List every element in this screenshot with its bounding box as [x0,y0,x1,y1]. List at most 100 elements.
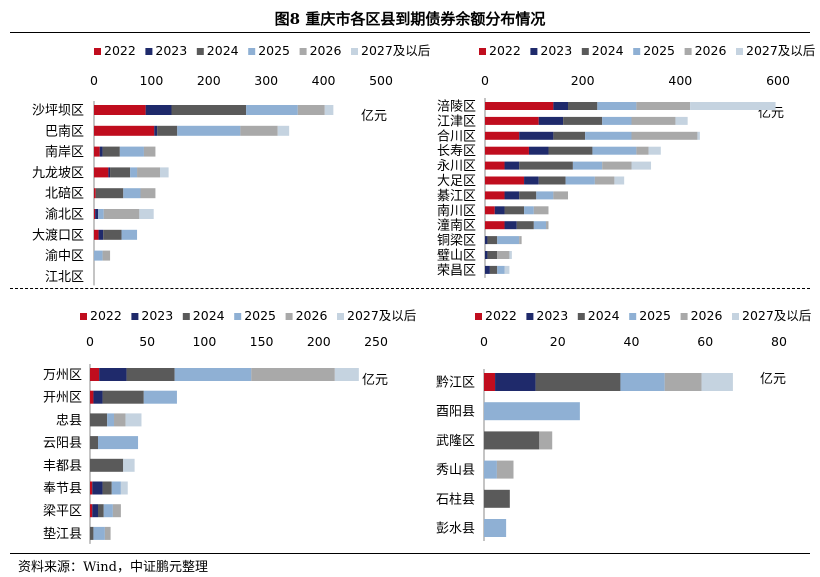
bar-segment-2023 [528,146,549,155]
legend-label-2023: 2023 [536,308,568,323]
legend-swatch-2022 [80,313,87,320]
bar-segment-2024 [110,167,131,178]
bar-segment-2023 [98,229,104,240]
bar-segment-2024 [519,191,537,200]
legend-label-2027及以后: 2027及以后 [746,43,815,58]
bar-segment-2026 [631,116,676,125]
legend-label-2025: 2025 [244,308,276,323]
bar-segment-2026 [636,102,691,110]
bar-segment-2027及以后 [504,265,510,274]
top-rule [10,32,810,33]
category-label: 长寿区 [437,144,476,159]
bar-segment-2025 [597,102,637,110]
category-label: 江北区 [45,270,84,285]
bar-segment-2024 [95,188,124,199]
x-tick-label: 100 [192,334,216,349]
bar-segment-2025 [484,460,497,479]
legend-label-2025: 2025 [258,43,290,58]
bar-segment-2026 [297,105,325,115]
legend-swatch-2022 [475,313,482,320]
bar-segment-2025 [602,116,632,125]
bar-segment-2025 [484,519,507,537]
category-label: 铜梁区 [437,234,476,249]
bar-segment-2025 [107,413,115,427]
bar-segment-2025 [565,176,595,185]
bar-segment-2022 [94,188,96,199]
bar-segment-2026 [496,460,514,479]
bar-segment-2022 [485,191,505,200]
bar-segment-2022 [485,161,505,170]
bar-segment-2025 [246,105,298,115]
x-tick-label: 0 [86,334,94,349]
bar-segment-2026 [251,368,335,381]
bar-segment-2024 [516,221,534,230]
bar-segment-2023 [485,251,488,259]
bar-segment-2022 [485,116,539,125]
bar-segment-2025 [620,373,665,391]
bar-segment-2025 [585,131,632,140]
bar-segment-2027及以后 [324,105,334,115]
category-label: 奉节县 [43,482,82,497]
bar-segment-2025 [572,161,603,170]
bar-segment-2024 [487,251,498,259]
bar-segment-2024 [90,458,124,472]
legend-swatch-2024 [577,313,585,320]
bar-segment-2026 [539,431,553,450]
bar-segment-2027及以后 [648,146,661,155]
category-label: 开州区 [43,391,82,406]
bar-segment-2027及以后 [697,131,700,140]
legend-label-2026: 2026 [310,43,342,58]
legend-swatch-2027及以后 [732,313,739,320]
bar-segment-2026 [112,504,121,518]
bar-segment-2026 [602,161,632,170]
x-tick-label: 200 [307,334,331,349]
bar-segment-2026 [104,526,111,540]
unit-label: 亿元 [361,109,387,124]
legend-label-2024: 2024 [207,43,239,58]
bar-segment-2025 [497,265,505,274]
category-label: 云阳县 [43,436,82,451]
legend-swatch-2024 [581,48,589,55]
bar-segment-2025 [98,436,139,450]
category-label: 万州区 [43,368,82,383]
bar-segment-2026 [546,221,549,230]
category-label: 丰都县 [43,459,82,474]
x-tick-label: 100 [139,73,163,88]
bar-segment-2026 [140,188,156,199]
x-tick-label: 400 [668,73,692,88]
bar-segment-2023 [495,373,536,391]
bar-segment-2023 [92,504,99,518]
bar-segment-2023 [494,206,505,215]
bar-segment-2025 [497,236,520,245]
bar-segment-2024 [568,102,598,110]
bar-segment-2024 [548,146,593,155]
legend-swatch-2026 [299,48,307,55]
bar-segment-2026 [594,176,615,185]
bar-segment-2027及以后 [675,116,688,125]
bar-segment-2023 [553,102,569,110]
bar-segment-2025 [123,188,141,199]
category-label: 秀山县 [436,463,475,478]
unit-label: 亿元 [362,373,388,388]
legend-label-2026: 2026 [296,308,328,323]
bar-segment-2025 [484,402,580,421]
x-tick-label: 150 [250,334,274,349]
bar-segment-2026 [553,191,569,200]
bar-segment-2026 [103,209,140,219]
bar-segment-2025 [111,481,121,495]
legend-label-2023: 2023 [141,308,173,323]
legend-label-2023: 2023 [155,43,187,58]
bar-segment-2025 [177,125,241,136]
category-label: 南岸区 [45,144,84,160]
legend-label-2027及以后: 2027及以后 [347,308,416,323]
legend-swatch-2026 [285,313,293,320]
x-tick-label: 50 [139,334,155,349]
bar-segment-2023 [504,221,517,230]
legend-label-2027及以后: 2027及以后 [742,308,811,323]
bar-segment-2024 [98,504,104,518]
bar-segment-2027及以后 [631,161,652,170]
category-label: 荣昌区 [437,263,476,278]
legend-label-2025: 2025 [639,308,671,323]
bar-segment-2026 [240,125,278,136]
